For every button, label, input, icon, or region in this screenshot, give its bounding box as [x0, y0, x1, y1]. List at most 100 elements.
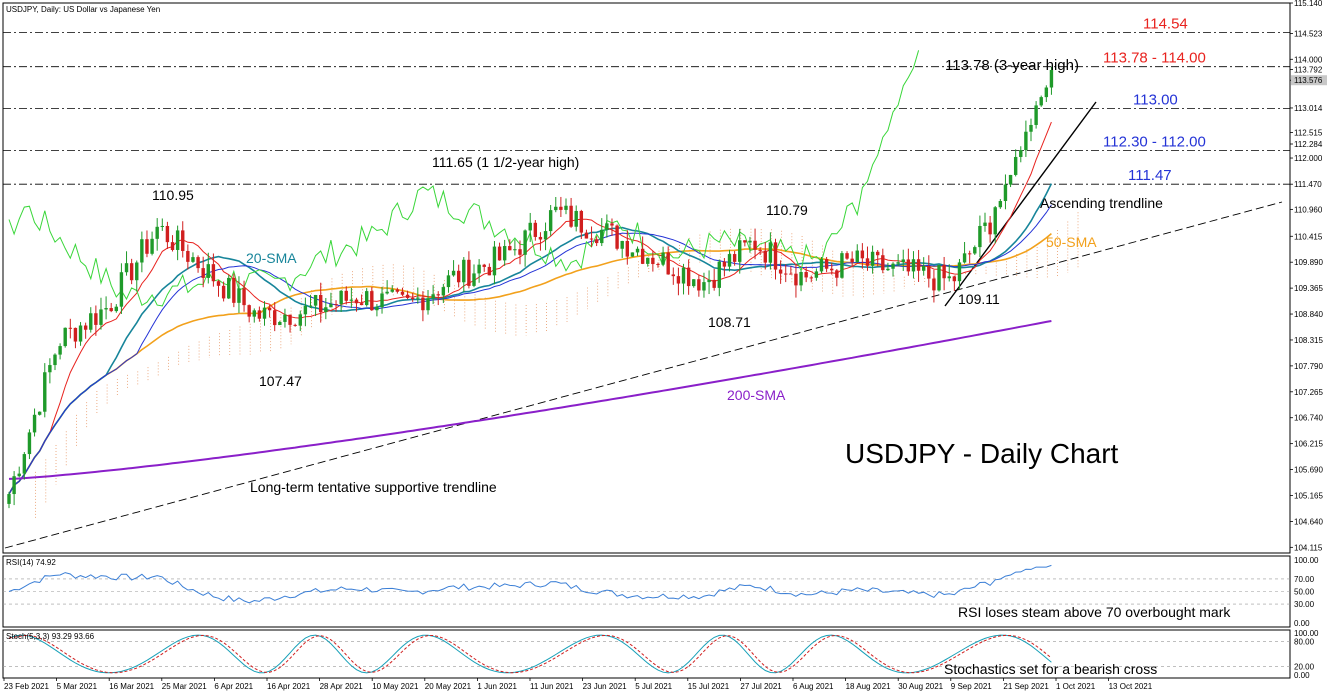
- candle-body: [37, 411, 42, 415]
- date-tick-label: 25 Mar 2021: [162, 682, 207, 691]
- label-ascending-trendline: Ascending trendline: [1040, 195, 1163, 211]
- candle-body: [513, 249, 517, 251]
- candle-body: [119, 272, 124, 307]
- candle-body: [819, 259, 824, 272]
- candle-body: [988, 222, 992, 235]
- candle-body: [906, 259, 911, 272]
- candle-body: [758, 249, 762, 251]
- date-tick-label: 10 May 2021: [372, 682, 419, 691]
- candle-body: [135, 262, 139, 281]
- price-tick-label: 113.792: [1294, 66, 1323, 75]
- price-tick-label: 112.284: [1294, 140, 1323, 149]
- candle-body: [901, 259, 905, 263]
- candle-body: [462, 259, 466, 283]
- level-label: 112.30 - 112.00: [1103, 134, 1206, 151]
- main-panel: [2, 2, 1291, 554]
- date-tick-label: 30 Aug 2021: [898, 682, 943, 691]
- candle-body: [242, 288, 246, 306]
- candle-body: [855, 250, 859, 262]
- rsi-tick-label: 30.00: [1294, 600, 1315, 609]
- candle-body: [334, 304, 338, 306]
- candle-body: [385, 291, 389, 294]
- candle-body: [942, 264, 946, 279]
- candle-body: [129, 263, 134, 281]
- candle-body: [1049, 70, 1054, 88]
- date-tick-label: 11 Jun 2021: [530, 682, 574, 691]
- candle-body: [937, 264, 941, 291]
- rsi-tick-label: 50.00: [1294, 588, 1315, 597]
- level-label: 114.54: [1143, 16, 1188, 33]
- candle-body: [22, 454, 27, 474]
- candle-body: [921, 266, 926, 271]
- date-tick-label: 28 Apr 2021: [320, 682, 364, 691]
- candle-body: [293, 324, 297, 326]
- candle-body: [1039, 97, 1043, 106]
- level-label: 111.47: [1128, 167, 1172, 184]
- label-longterm-trendline: Long-term tentative supportive trendline: [250, 479, 497, 495]
- label-1-5y-high: 111.65 (1 1/2-year high): [432, 154, 579, 170]
- candle-body: [405, 294, 410, 298]
- candle-body: [610, 223, 614, 226]
- candle-body: [303, 305, 308, 315]
- candle-body: [666, 252, 670, 275]
- label-3y-high: 113.78 (3-year high): [945, 57, 1079, 74]
- candle-body: [216, 281, 221, 286]
- candle-body: [426, 298, 430, 311]
- candle-body: [477, 264, 481, 274]
- candle-body: [283, 314, 287, 322]
- candle-body: [784, 273, 788, 275]
- rsi-line: [8, 564, 1052, 604]
- rsi-tick-label: 100.00: [1294, 556, 1319, 565]
- price-tick-label: 110.415: [1294, 232, 1323, 241]
- price-tick-label: 108.840: [1294, 310, 1323, 319]
- date-tick-label: 23 Jun 2021: [583, 682, 628, 691]
- price-tick-label: 105.165: [1294, 491, 1323, 500]
- candle-body: [876, 251, 880, 256]
- candle-body: [870, 251, 875, 266]
- candle-body: [349, 299, 354, 301]
- candle-body: [221, 285, 226, 299]
- candle-body: [436, 294, 440, 296]
- stoch-header: Stoch(5,3,3) 93.29 93.66: [6, 632, 95, 641]
- ascending-trendline: [944, 101, 1097, 307]
- candle-body: [967, 253, 972, 255]
- price-tick-label: 107.265: [1294, 388, 1323, 397]
- current-price-badge: [1291, 75, 1327, 86]
- candle-body: [804, 272, 808, 278]
- price-tick-label: 104.640: [1294, 517, 1323, 526]
- candle-body: [237, 288, 241, 303]
- candle-body: [881, 255, 885, 271]
- candle-body: [850, 258, 854, 262]
- price-tick-label: 105.690: [1294, 466, 1323, 475]
- price-tick-label: 109.890: [1294, 258, 1323, 267]
- candle-body: [359, 303, 364, 306]
- candle-body: [354, 299, 359, 304]
- candle-body: [502, 246, 507, 261]
- date-tick-label: 16 Apr 2021: [267, 682, 311, 691]
- candle-body: [124, 263, 129, 273]
- date-tick-label: 9 Sep 2021: [951, 682, 992, 691]
- candle-body: [308, 305, 313, 307]
- candle-body: [140, 239, 144, 263]
- candle-body: [548, 210, 553, 232]
- chikou-line: [8, 50, 920, 307]
- date-tick-label: 15 Jul 2021: [688, 682, 730, 691]
- label-110-79: 110.79: [766, 202, 808, 218]
- candle-body: [53, 354, 57, 366]
- candle-body: [978, 225, 982, 248]
- candle-body: [43, 372, 47, 412]
- candle-body: [686, 267, 691, 287]
- date-tick-label: 21 Sep 2021: [1003, 682, 1049, 691]
- rsi-note: RSI loses steam above 70 overbought mark: [958, 604, 1231, 620]
- candle-body: [579, 210, 584, 233]
- candle-body: [651, 257, 655, 265]
- ichimoku-cloud: [35, 212, 1079, 519]
- candle-body: [17, 473, 21, 477]
- candle-body: [339, 290, 343, 305]
- candle-body: [227, 277, 231, 299]
- candle-body: [58, 346, 62, 355]
- candle-body: [329, 304, 333, 308]
- candle-body: [206, 264, 210, 278]
- stoch-main-line: [8, 634, 1052, 674]
